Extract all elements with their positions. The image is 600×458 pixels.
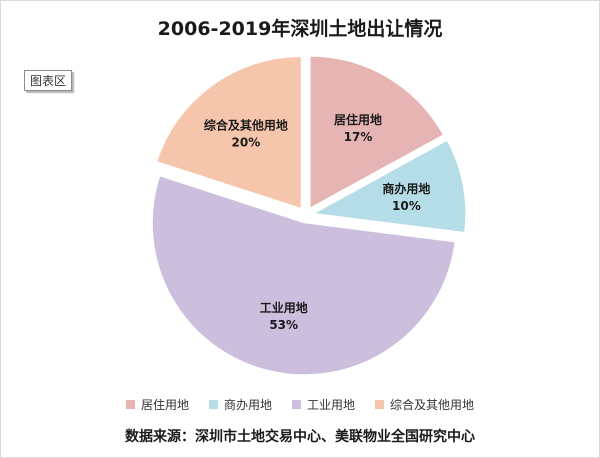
legend-item-mixed-other: 综合及其他用地 xyxy=(375,396,474,413)
legend-label-industrial: 工业用地 xyxy=(307,398,356,412)
slice-value-mixed-other: 20% xyxy=(232,135,261,149)
legend-label-mixed-other: 综合及其他用地 xyxy=(390,398,475,412)
legend-label-commercial: 商办用地 xyxy=(223,398,272,412)
legend-item-commercial: 商办用地 xyxy=(208,396,272,413)
legend: 居住用地 商办用地 工业用地 综合及其他用地 xyxy=(0,396,600,413)
slice-label-commercial: 商办用地 xyxy=(382,181,430,196)
chart-area-tag: 图表区 xyxy=(24,70,73,91)
slice-label-industrial: 工业用地 xyxy=(260,300,308,315)
slice-label-mixed-other: 综合及其他用地 xyxy=(204,117,288,132)
slice-value-commercial: 10% xyxy=(392,199,421,213)
slice-value-residential: 17% xyxy=(344,130,373,144)
legend-label-residential: 居住用地 xyxy=(140,398,189,412)
legend-swatch-residential xyxy=(125,400,135,409)
pie-slice-mixed-other xyxy=(156,56,302,210)
legend-item-industrial: 工业用地 xyxy=(292,396,355,413)
slice-label-residential: 居住用地 xyxy=(334,112,382,127)
legend-swatch-industrial xyxy=(292,400,301,409)
legend-swatch-mixed-other xyxy=(375,400,385,409)
legend-swatch-commercial xyxy=(208,400,218,409)
legend-item-residential: 居住用地 xyxy=(125,396,189,413)
pie-slice-residential xyxy=(309,55,444,209)
pie-slice-industrial xyxy=(151,175,456,376)
pie-slice-commercial xyxy=(312,139,467,234)
source-note: 数据来源：深圳市土地交易中心、美联物业全国研究中心 xyxy=(125,429,475,445)
slice-value-industrial: 53% xyxy=(269,318,298,332)
chart-title: 2006-2019年深圳土地出让情况 xyxy=(157,18,443,40)
